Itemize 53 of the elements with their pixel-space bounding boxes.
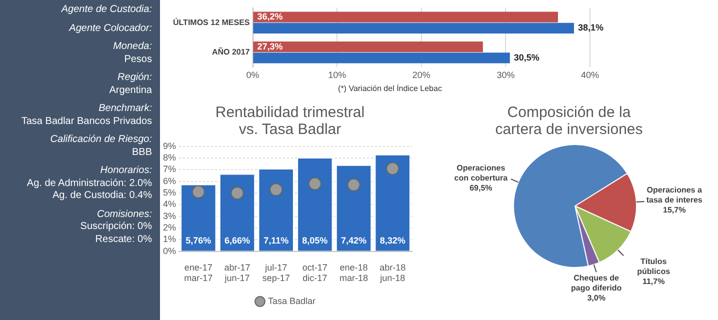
- text: Región: Argentina: [108, 72, 152, 97]
- y-tick-label: 8%: [162, 152, 176, 163]
- slice-label: Cheques de pago diferido: [570, 273, 622, 292]
- y-tick-label: 5%: [162, 188, 176, 198]
- data-label: 6,66%: [224, 235, 250, 246]
- y-tick-label: 3%: [162, 210, 176, 221]
- x-tick-label: 0%: [246, 70, 260, 80]
- x-tick-label: ene-18 mar-18: [339, 262, 368, 284]
- x-tick-label: 30%: [496, 70, 515, 80]
- text: Agente Colocador:: [68, 22, 152, 35]
- data-label: 30,5%: [514, 52, 540, 62]
- text: (*) Variación del Índice Lebac: [337, 84, 443, 93]
- slice-label: Títulos públicos: [637, 256, 671, 276]
- text: Honorarios: Ag. de Administración: 2.0% Ag. de Custodia: 0.4%: [26, 165, 152, 202]
- y-tick-label: ÚLTIMOS 12 MESES: [172, 16, 250, 27]
- text: Comisiones: Suscripción: 0% Rescate: 0%: [79, 208, 152, 246]
- data-label: 3,0%: [587, 293, 606, 302]
- x-tick-label: abr-18 jun-18: [379, 262, 406, 284]
- x-tick-label: 40%: [580, 70, 600, 80]
- y-tick-label: AÑO 2017: [212, 46, 250, 57]
- y-tick-label: 7%: [162, 164, 176, 174]
- data-label: 7,11%: [264, 235, 289, 246]
- legend-label: Tasa Badlar: [268, 296, 316, 306]
- text: Calificación de Riesgo: BBB: [49, 134, 152, 159]
- x-tick-label: 10%: [328, 70, 346, 80]
- chart-title: Composición de la cartera de inversiones: [494, 104, 644, 138]
- data-label: 27,3%: [257, 41, 283, 52]
- data-label: 36,2%: [257, 12, 283, 22]
- y-tick-label: 6%: [162, 176, 176, 186]
- x-tick-label: oct-17 dic-17: [302, 262, 328, 284]
- y-tick-label: 4%: [162, 199, 176, 210]
- chart-title: Rentabilidad trimestral vs. Tasa Badlar: [214, 104, 366, 138]
- x-tick-label: ene-17 mar-17: [184, 262, 213, 284]
- data-label: 5,76%: [186, 235, 212, 246]
- data-label: 38,1%: [578, 22, 604, 33]
- x-tick-label: jul-17 sep-17: [262, 262, 290, 284]
- text: Benchmark: Tasa Badlar Bancos Privados: [20, 103, 152, 128]
- data-label: 15,7%: [663, 206, 686, 215]
- text: Agente de Custodia:: [60, 4, 152, 16]
- text: Moneda: Pesos: [112, 41, 152, 66]
- y-tick-label: 0%: [162, 246, 176, 256]
- data-label: 7,42%: [340, 235, 367, 246]
- data-label: 8,05%: [302, 235, 328, 246]
- data-label: 69,5%: [470, 183, 492, 192]
- x-tick-label: abr-17 jun-17: [224, 262, 250, 284]
- data-label: 11,7%: [642, 276, 665, 286]
- y-tick-label: 9%: [162, 140, 176, 151]
- data-label: 8,32%: [380, 235, 406, 246]
- slice-label: Operaciones a tasa de interes: [646, 186, 703, 205]
- y-tick-label: 2%: [162, 222, 176, 233]
- x-tick-label: 20%: [412, 70, 430, 80]
- y-tick-label: 1%: [162, 234, 176, 244]
- slice-label: Operaciones con cobertura: [454, 163, 508, 182]
